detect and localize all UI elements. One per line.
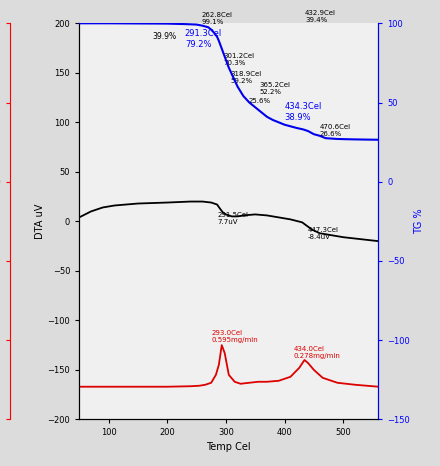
Text: 318.9Cel
59.2%: 318.9Cel 59.2%: [231, 70, 262, 83]
Text: 434.0Cel
0.278mg/min: 434.0Cel 0.278mg/min: [293, 346, 340, 359]
Text: 291.5Cel
7.7uV: 291.5Cel 7.7uV: [217, 212, 248, 226]
Text: 470.6Cel
26.6%: 470.6Cel 26.6%: [320, 124, 351, 137]
Text: 291.3Cel
79.2%: 291.3Cel 79.2%: [185, 29, 222, 48]
Text: 262.8Cel
99.1%: 262.8Cel 99.1%: [201, 12, 232, 25]
Text: 434.3Cel
38.9%: 434.3Cel 38.9%: [285, 102, 322, 122]
Text: 432.9Cel
39.4%: 432.9Cel 39.4%: [305, 10, 336, 23]
Y-axis label: TG %: TG %: [414, 209, 424, 234]
Text: 39.9%: 39.9%: [153, 32, 176, 41]
X-axis label: Temp Cel: Temp Cel: [206, 442, 251, 452]
Text: 301.2Cel
70.3%: 301.2Cel 70.3%: [223, 53, 254, 66]
Text: 365.2Cel
52.2%: 365.2Cel 52.2%: [260, 82, 291, 95]
Y-axis label: DTA uV: DTA uV: [35, 204, 44, 239]
Text: 25.6%: 25.6%: [248, 97, 270, 103]
Text: 447.3Cel
-8.4uV: 447.3Cel -8.4uV: [308, 227, 339, 240]
Text: 293.0Cel
0.595mg/min: 293.0Cel 0.595mg/min: [211, 330, 258, 343]
